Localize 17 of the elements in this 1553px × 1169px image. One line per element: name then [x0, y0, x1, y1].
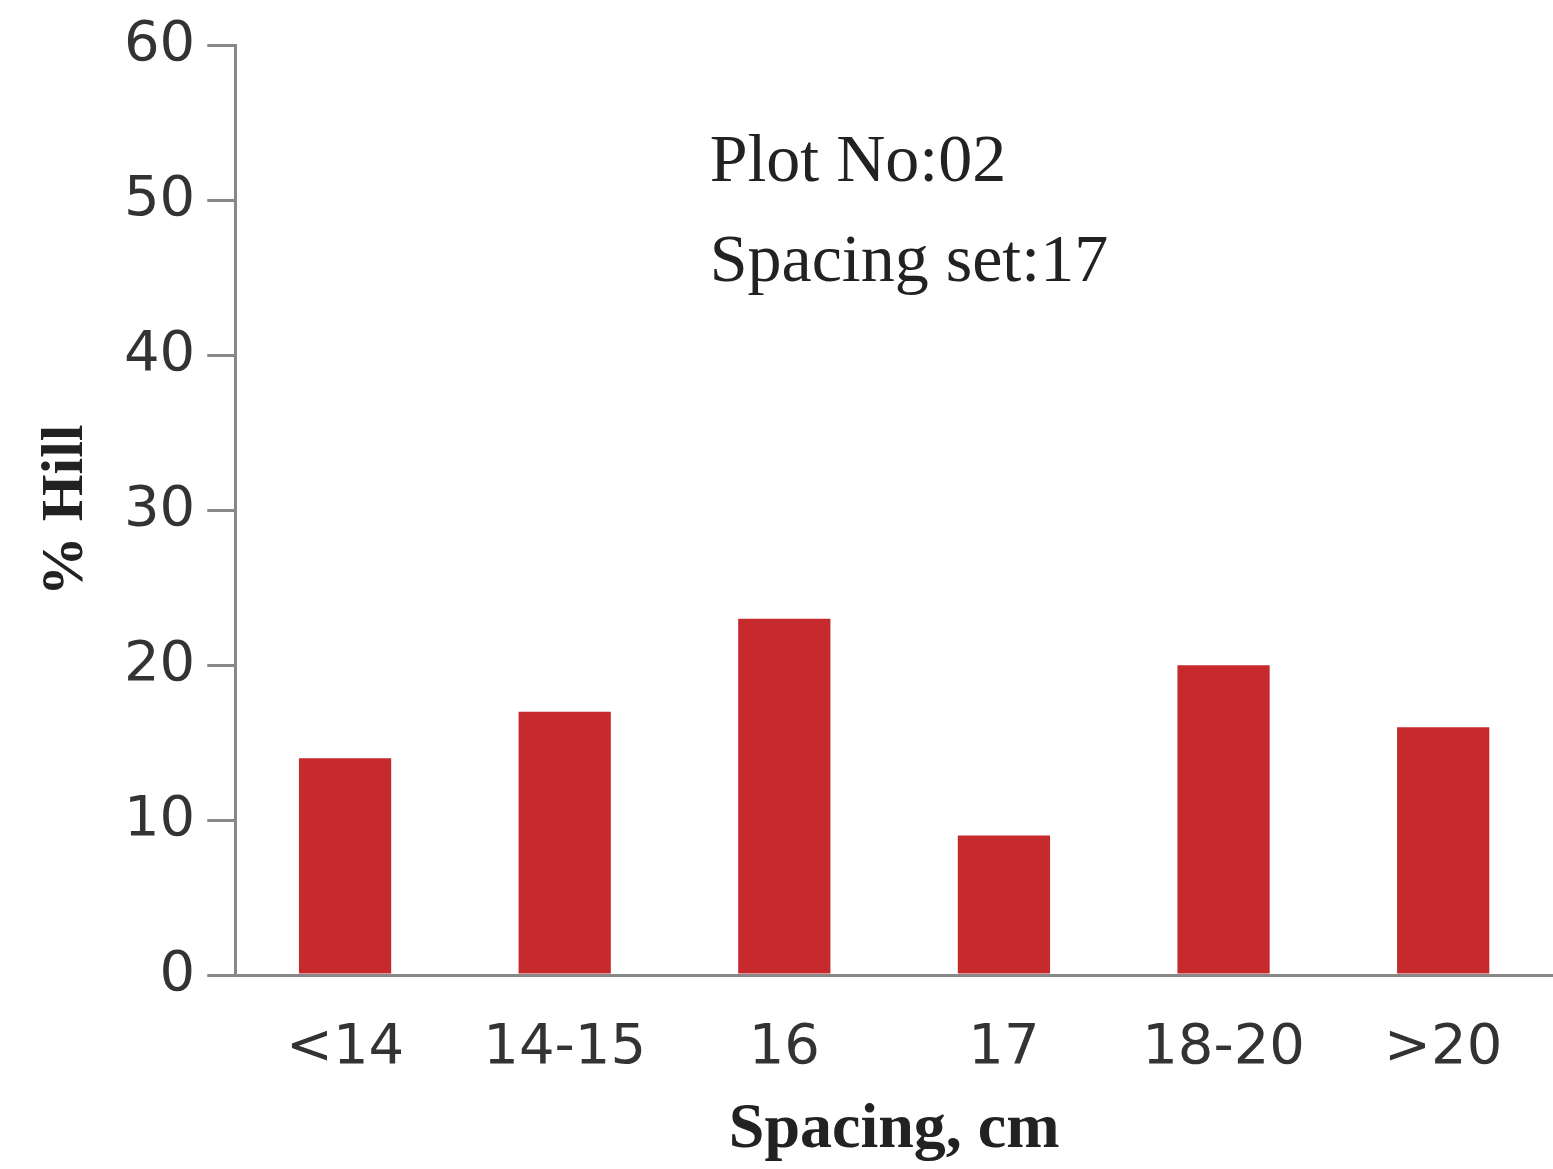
x-tick-label: <14 — [285, 1011, 405, 1077]
annotation: Spacing set:17 — [709, 219, 1109, 296]
x-tick-label: 17 — [968, 1011, 1040, 1077]
y-axis-title: % Hill — [28, 424, 95, 597]
x-tick-label: 16 — [748, 1011, 820, 1077]
x-tick-label: >20 — [1384, 1011, 1503, 1077]
y-tick-label: 40 — [123, 317, 196, 383]
y-tick-label: 50 — [123, 163, 196, 229]
x-tick-label: 18-20 — [1142, 1011, 1305, 1077]
x-axis-title: Spacing, cm — [728, 1090, 1060, 1162]
y-tick-label: 20 — [123, 627, 196, 693]
y-tick-label: 60 — [123, 8, 196, 74]
annotation: Plot No:02 — [709, 119, 1007, 196]
x-tick-label: 14-15 — [483, 1011, 647, 1077]
y-tick-label: 30 — [123, 472, 196, 538]
y-tick-label: 10 — [123, 782, 196, 848]
y-tick-label: 0 — [159, 937, 196, 1003]
